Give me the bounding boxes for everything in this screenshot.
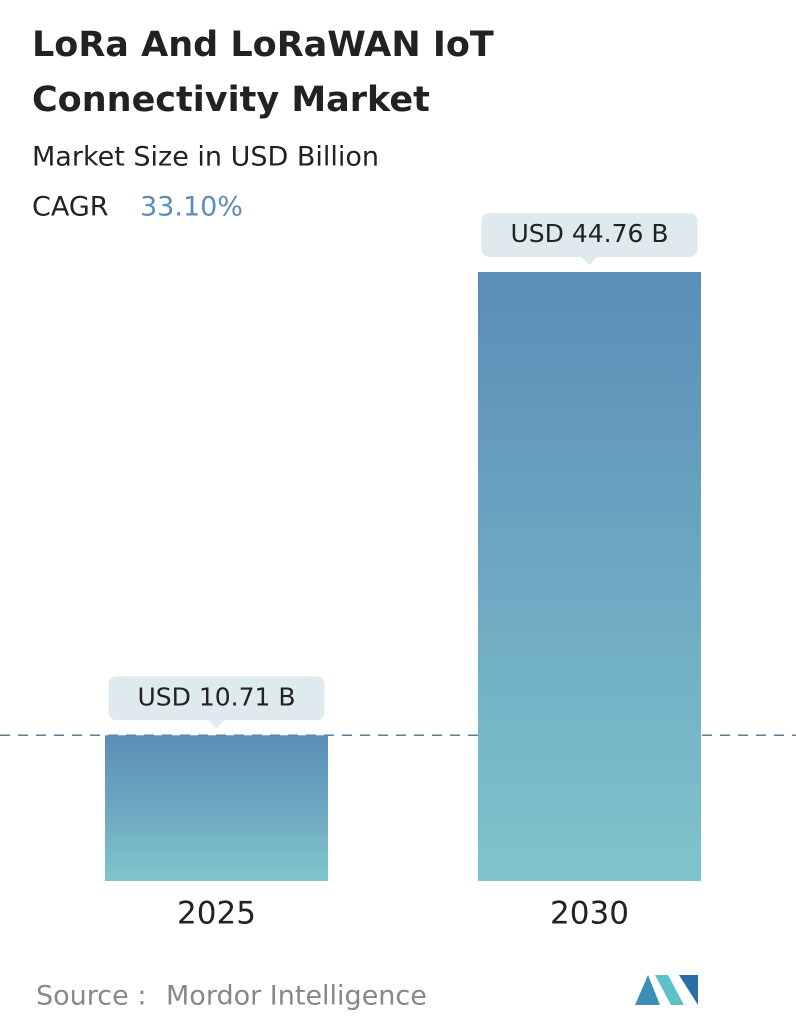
source: Mordor Intelligence [166, 981, 427, 1012]
subtitle: Market Size in USD Billion [32, 142, 379, 173]
data-label: USD 44.76 B [510, 219, 668, 248]
bar [478, 272, 701, 881]
label-pointer [581, 257, 598, 265]
x-tick-label: 2025 [177, 896, 256, 932]
data-label: USD 10.71 B [137, 682, 295, 711]
cagr-value: 33.10% [140, 192, 243, 223]
bar [105, 735, 328, 881]
label-box [108, 676, 325, 721]
source-label: Source : [36, 981, 146, 1012]
x-tick-label: 2030 [550, 896, 629, 932]
title-line: Connectivity Market [32, 80, 430, 120]
logo [635, 975, 698, 1005]
cagr-label: CAGR [32, 192, 109, 223]
label-pointer [208, 720, 225, 729]
title-line: LoRa And LoRaWAN IoT [32, 25, 494, 65]
label-box [481, 213, 698, 257]
